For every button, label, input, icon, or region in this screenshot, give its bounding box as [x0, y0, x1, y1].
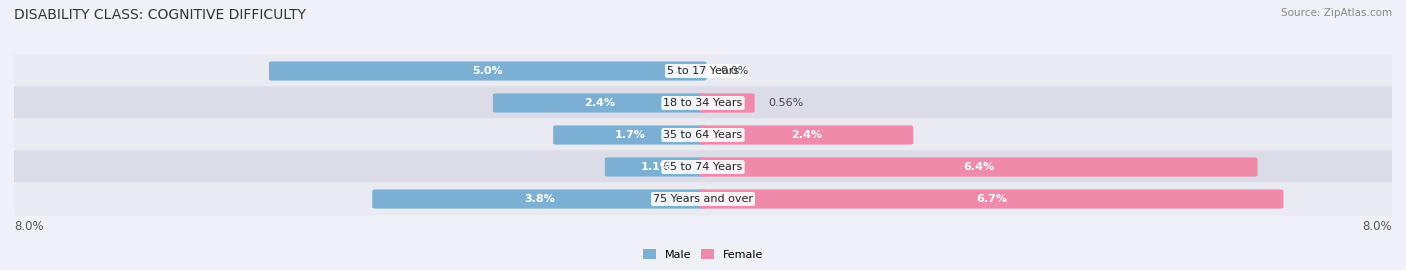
FancyBboxPatch shape: [269, 61, 706, 81]
FancyBboxPatch shape: [553, 125, 706, 145]
Text: 18 to 34 Years: 18 to 34 Years: [664, 98, 742, 108]
Text: 65 to 74 Years: 65 to 74 Years: [664, 162, 742, 172]
Text: 3.8%: 3.8%: [524, 194, 555, 204]
Text: 2.4%: 2.4%: [583, 98, 616, 108]
FancyBboxPatch shape: [700, 125, 912, 145]
Text: 0.0%: 0.0%: [720, 66, 748, 76]
Text: DISABILITY CLASS: COGNITIVE DIFFICULTY: DISABILITY CLASS: COGNITIVE DIFFICULTY: [14, 8, 307, 22]
FancyBboxPatch shape: [1, 54, 1405, 88]
FancyBboxPatch shape: [373, 189, 706, 209]
FancyBboxPatch shape: [1, 150, 1405, 184]
Text: 0.56%: 0.56%: [769, 98, 804, 108]
FancyBboxPatch shape: [700, 157, 1257, 177]
FancyBboxPatch shape: [700, 189, 1284, 209]
Text: 6.7%: 6.7%: [976, 194, 1007, 204]
FancyBboxPatch shape: [605, 157, 706, 177]
Legend: Male, Female: Male, Female: [638, 245, 768, 264]
Text: 1.1%: 1.1%: [640, 162, 671, 172]
Text: 6.4%: 6.4%: [963, 162, 994, 172]
Text: 8.0%: 8.0%: [1362, 220, 1392, 233]
FancyBboxPatch shape: [1, 86, 1405, 120]
Text: 8.0%: 8.0%: [14, 220, 44, 233]
FancyBboxPatch shape: [1, 118, 1405, 152]
Text: 2.4%: 2.4%: [790, 130, 823, 140]
FancyBboxPatch shape: [700, 93, 755, 113]
Text: 35 to 64 Years: 35 to 64 Years: [664, 130, 742, 140]
Text: Source: ZipAtlas.com: Source: ZipAtlas.com: [1281, 8, 1392, 18]
Text: 5 to 17 Years: 5 to 17 Years: [666, 66, 740, 76]
FancyBboxPatch shape: [494, 93, 706, 113]
FancyBboxPatch shape: [1, 182, 1405, 216]
Text: 75 Years and over: 75 Years and over: [652, 194, 754, 204]
Text: 5.0%: 5.0%: [472, 66, 503, 76]
Text: 1.7%: 1.7%: [614, 130, 645, 140]
